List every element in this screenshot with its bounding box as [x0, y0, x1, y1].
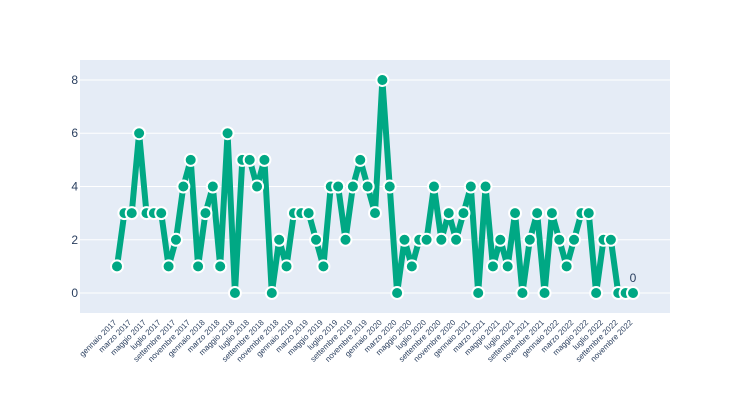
y-tick-label: 6	[71, 126, 78, 140]
data-point	[500, 259, 515, 274]
data-point	[552, 232, 567, 247]
y-tick-label: 2	[71, 233, 78, 247]
y-tick-label: 8	[71, 73, 78, 87]
data-point	[404, 259, 419, 274]
data-point	[567, 232, 582, 247]
data-point	[485, 259, 500, 274]
data-point	[441, 206, 456, 221]
data-point	[589, 286, 604, 301]
data-point	[426, 179, 441, 194]
data-point	[419, 232, 434, 247]
data-point	[463, 179, 478, 194]
data-point	[537, 286, 552, 301]
y-axis-ticks: 0 2 4 6 8	[71, 73, 78, 300]
data-point	[154, 206, 169, 221]
data-point	[382, 179, 397, 194]
data-point	[493, 232, 508, 247]
data-point	[242, 152, 257, 167]
data-point	[390, 286, 405, 301]
data-point	[508, 206, 523, 221]
data-point	[375, 72, 390, 87]
data-point	[132, 126, 147, 141]
data-point	[220, 126, 235, 141]
data-point	[198, 206, 213, 221]
data-point	[522, 232, 537, 247]
data-point	[205, 179, 220, 194]
data-point	[331, 179, 346, 194]
data-label: 0	[630, 271, 637, 285]
data-point	[471, 286, 486, 301]
data-point	[434, 232, 449, 247]
data-point	[264, 286, 279, 301]
data-point	[360, 179, 375, 194]
data-point	[168, 232, 183, 247]
data-point	[191, 259, 206, 274]
series-markers	[110, 72, 640, 301]
data-point	[449, 232, 464, 247]
data-point	[227, 286, 242, 301]
data-point	[368, 206, 382, 221]
y-tick-label: 4	[71, 180, 78, 194]
data-point	[478, 179, 493, 194]
data-point	[309, 232, 324, 247]
data-point	[183, 152, 198, 167]
data-point	[279, 259, 294, 274]
data-point	[272, 232, 287, 247]
data-point	[250, 179, 265, 194]
data-point	[626, 286, 640, 301]
data-point	[530, 206, 545, 221]
data-point	[581, 206, 596, 221]
data-point	[338, 232, 353, 247]
data-point	[301, 206, 316, 221]
data-point	[213, 259, 228, 274]
data-point	[353, 152, 368, 167]
data-point	[397, 232, 412, 247]
data-point	[603, 232, 618, 247]
data-point	[559, 259, 574, 274]
data-point	[161, 259, 176, 274]
data-point	[515, 286, 530, 301]
data-point	[316, 259, 331, 274]
data-point	[176, 179, 191, 194]
data-point	[257, 152, 272, 167]
data-point	[456, 206, 471, 221]
data-point	[544, 206, 559, 221]
data-point	[345, 179, 360, 194]
y-tick-label: 0	[71, 286, 78, 300]
data-point	[110, 259, 124, 274]
data-point	[124, 206, 139, 221]
data-labels: 0	[630, 271, 637, 285]
